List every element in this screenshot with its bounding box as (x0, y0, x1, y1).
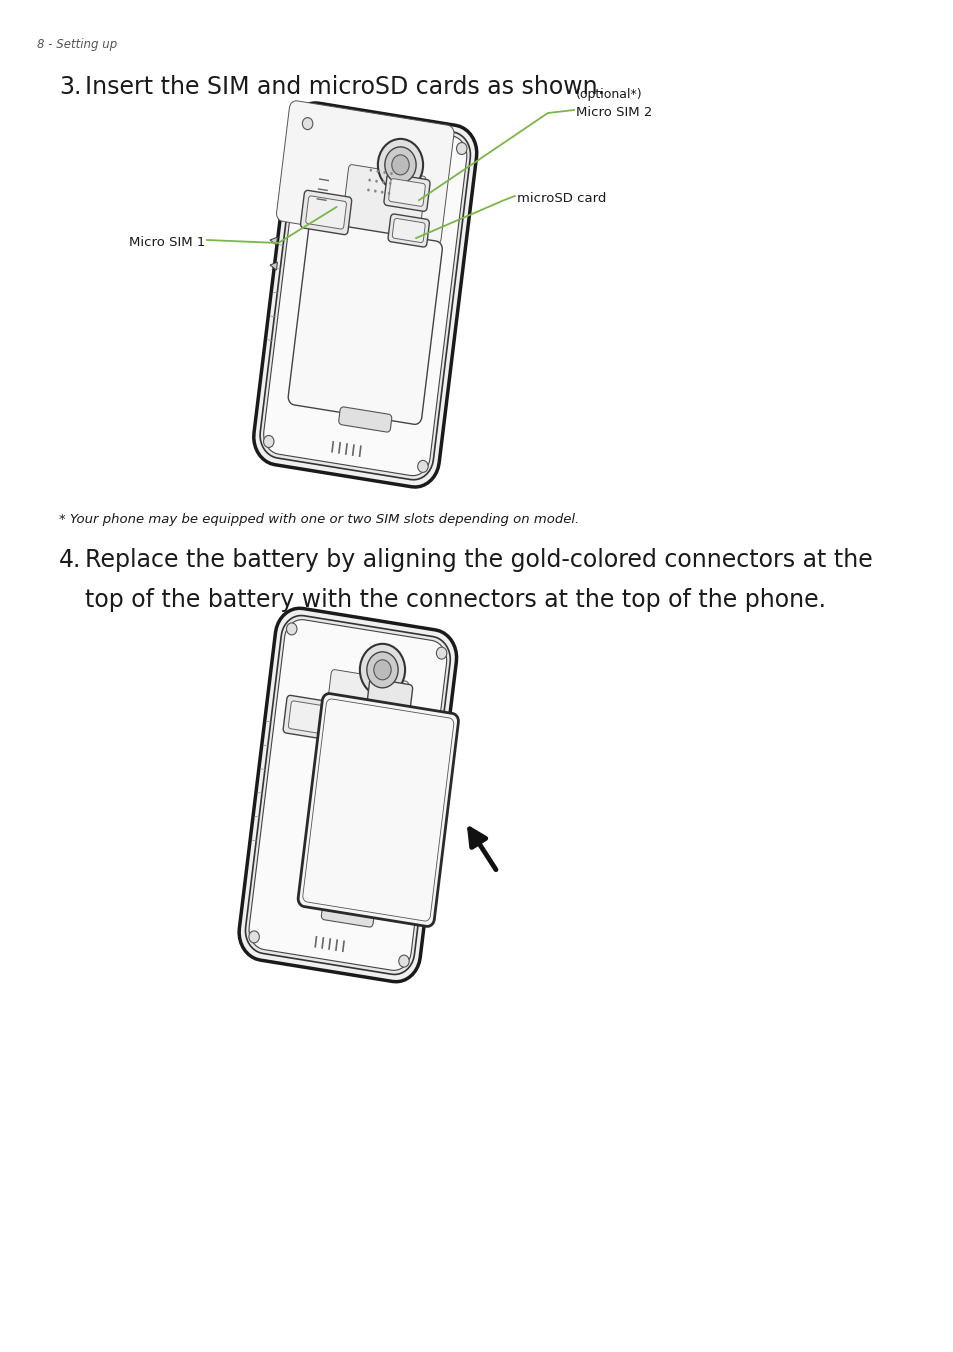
Text: 8 - Setting up: 8 - Setting up (36, 38, 116, 51)
Circle shape (286, 623, 296, 635)
Polygon shape (300, 191, 352, 235)
Circle shape (368, 178, 371, 181)
Polygon shape (371, 719, 412, 752)
Circle shape (249, 932, 259, 942)
Polygon shape (288, 700, 329, 734)
Circle shape (375, 180, 377, 183)
Text: microSD card: microSD card (516, 192, 605, 206)
Circle shape (398, 955, 409, 967)
Polygon shape (306, 196, 346, 228)
Polygon shape (388, 178, 425, 207)
Polygon shape (392, 219, 425, 242)
Text: 4.: 4. (59, 548, 81, 572)
Polygon shape (253, 103, 476, 487)
Polygon shape (239, 608, 456, 982)
Circle shape (383, 170, 386, 174)
Circle shape (436, 648, 446, 660)
Polygon shape (276, 101, 454, 246)
Circle shape (377, 139, 422, 191)
Polygon shape (270, 262, 277, 270)
Text: Insert the SIM and microSD cards as shown.: Insert the SIM and microSD cards as show… (85, 74, 604, 99)
Circle shape (374, 660, 391, 680)
Polygon shape (388, 214, 429, 247)
Circle shape (367, 652, 397, 688)
Text: Replace the battery by aligning the gold-colored connectors at the: Replace the battery by aligning the gold… (85, 548, 872, 572)
Circle shape (456, 142, 466, 154)
Polygon shape (302, 699, 454, 921)
Text: 3.: 3. (59, 74, 81, 99)
Polygon shape (263, 115, 466, 476)
Polygon shape (321, 902, 374, 927)
Polygon shape (366, 679, 413, 717)
Polygon shape (339, 165, 426, 261)
Circle shape (372, 696, 384, 711)
Circle shape (389, 183, 391, 185)
Polygon shape (298, 694, 458, 926)
Circle shape (387, 192, 390, 195)
Polygon shape (249, 619, 446, 971)
Circle shape (390, 172, 393, 174)
Circle shape (384, 147, 416, 183)
Text: Micro SIM 2: Micro SIM 2 (575, 105, 652, 119)
Circle shape (382, 181, 384, 184)
Polygon shape (270, 237, 277, 245)
Circle shape (302, 118, 313, 130)
Text: top of the battery with the connectors at the top of the phone.: top of the battery with the connectors a… (85, 588, 825, 612)
Polygon shape (288, 222, 442, 425)
Text: * Your phone may be equipped with one or two SIM slots depending on model.: * Your phone may be equipped with one or… (59, 512, 578, 526)
Polygon shape (383, 173, 430, 211)
Circle shape (376, 170, 378, 173)
Polygon shape (245, 615, 450, 975)
Circle shape (390, 192, 402, 206)
Polygon shape (338, 407, 392, 433)
Circle shape (417, 461, 428, 472)
Circle shape (367, 188, 370, 192)
Polygon shape (283, 695, 334, 740)
Circle shape (263, 435, 274, 448)
Polygon shape (260, 111, 470, 480)
Circle shape (374, 189, 376, 192)
Circle shape (359, 644, 405, 696)
Text: (optional*): (optional*) (575, 88, 641, 101)
Polygon shape (321, 669, 408, 765)
Circle shape (369, 169, 372, 172)
Text: Micro SIM 1: Micro SIM 1 (129, 237, 205, 249)
Circle shape (392, 155, 409, 174)
Circle shape (380, 191, 383, 193)
